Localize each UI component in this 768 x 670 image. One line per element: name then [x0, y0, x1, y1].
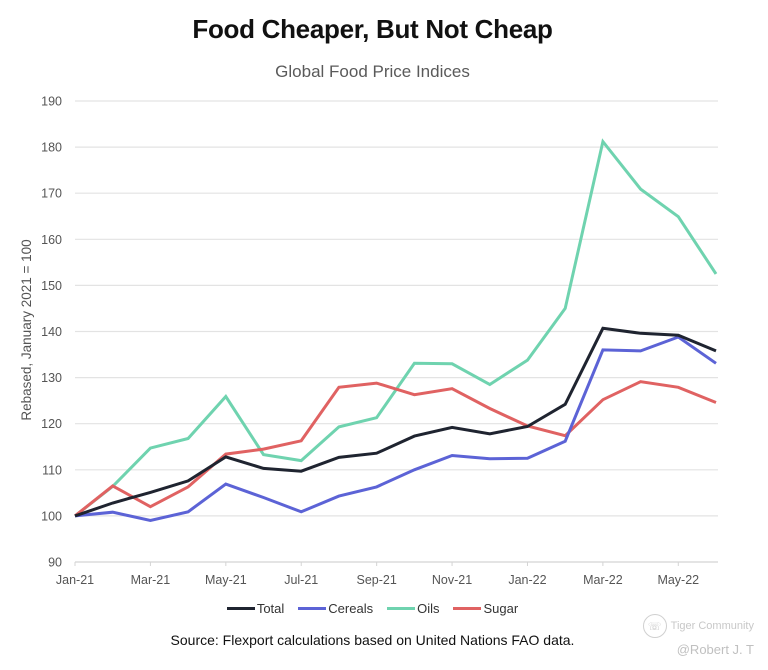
y-tick-label: 190 [41, 95, 62, 109]
x-tick-label: Nov-21 [432, 573, 472, 587]
series-line-cereals [74, 335, 717, 523]
legend-label: Sugar [483, 601, 519, 616]
legend-label: Cereals [328, 601, 374, 616]
x-tick-label: Sep-21 [356, 573, 396, 587]
y-tick-label: 100 [41, 509, 62, 523]
y-tick-label: 170 [41, 187, 62, 201]
legend: Total Cereals Oils Sugar [0, 601, 745, 616]
chart-subtitle: Global Food Price Indices [275, 62, 470, 81]
y-tick-label: 110 [42, 463, 62, 477]
series-lines [74, 138, 718, 523]
x-tick-label: Mar-21 [131, 573, 171, 587]
series-line-oils [74, 138, 718, 518]
y-tick-label: 180 [41, 141, 62, 155]
tiger-logo-icon: ☏ [642, 614, 667, 638]
legend-item-total: Total [226, 601, 285, 616]
series-line-sugar [74, 380, 717, 518]
y-tick-label: 120 [41, 417, 62, 431]
watermark-author: @Robert J. T [676, 642, 754, 657]
watermark-brand: Tiger Community [670, 620, 754, 632]
y-tick-label: 160 [41, 233, 62, 247]
gridlines [75, 100, 718, 563]
y-axis-title: Rebased, January 2021 = 100 [19, 239, 34, 420]
x-tick-label: Mar-22 [583, 573, 623, 587]
chart-title: Food Cheaper, But Not Cheap [192, 14, 553, 44]
x-tick-label: Jan-21 [56, 573, 94, 587]
line-chart: 90 100 110 120 130 140 150 160 170 180 190 Jan-21 M… [19, 95, 718, 587]
legend-item-oils: Oils [387, 601, 439, 616]
x-tick-label: May-21 [205, 573, 247, 587]
y-tick-label: 90 [48, 556, 62, 570]
x-axis-ticks: Jan-21 Mar-21 May-21 Jul-21 Sep-21 Nov-21 Jan-… [56, 562, 699, 587]
x-tick-label: Jul-21 [284, 573, 318, 587]
legend-item-sugar: Sugar [453, 601, 518, 616]
y-tick-label: 140 [41, 325, 62, 339]
legend-swatch [226, 607, 255, 610]
legend-swatch [453, 607, 482, 610]
watermark: ☏ Tiger Community @Robert J. T [642, 614, 754, 657]
legend-item-cereals: Cereals [298, 601, 373, 616]
x-tick-label: Jan-22 [508, 573, 546, 587]
y-tick-label: 130 [41, 371, 62, 385]
legend-swatch [298, 607, 327, 610]
y-axis-ticks: 90 100 110 120 130 140 150 160 170 180 190 [41, 95, 62, 570]
legend-swatch [387, 607, 416, 610]
legend-label: Total [256, 601, 285, 616]
x-tick-label: May-22 [657, 573, 699, 587]
y-tick-label: 150 [41, 279, 62, 293]
series-line-total [74, 326, 717, 518]
source-note: Source: Flexport calculations based on U… [170, 632, 575, 648]
legend-label: Oils [417, 601, 440, 616]
